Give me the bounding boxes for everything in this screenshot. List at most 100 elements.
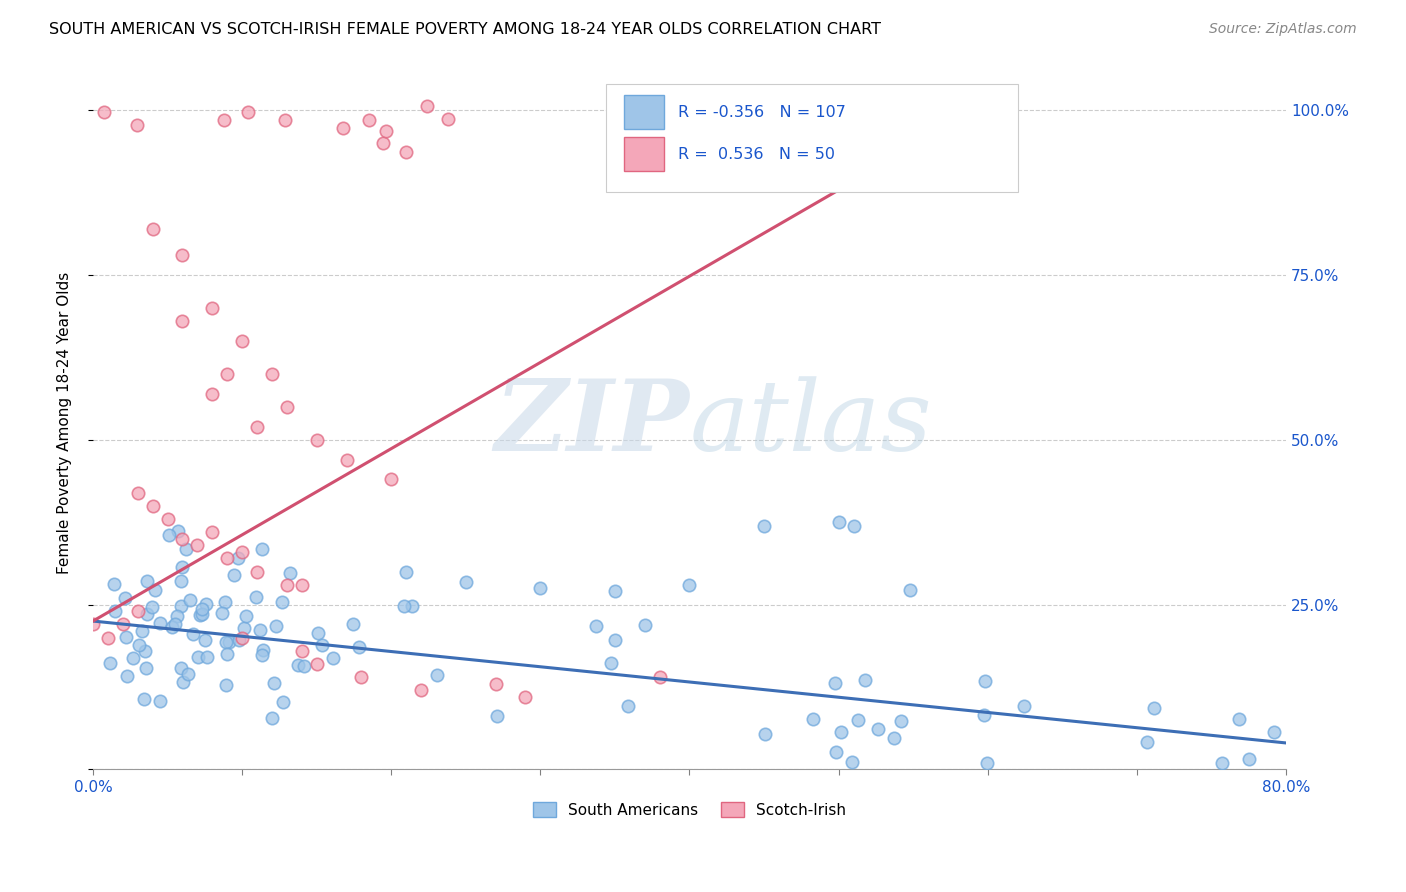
Point <box>103 577 125 591</box>
Point <box>222 568 245 582</box>
Text: R = -0.356   N = 107: R = -0.356 N = 107 <box>678 105 845 120</box>
Text: ZIP: ZIP <box>495 376 689 472</box>
Point <box>177 666 200 681</box>
Point <box>600 657 623 671</box>
Point <box>172 314 194 328</box>
Point <box>187 650 209 665</box>
Point <box>515 690 537 704</box>
Point <box>215 635 238 649</box>
Point <box>278 566 301 580</box>
Point <box>93 105 115 120</box>
Point <box>149 694 172 708</box>
Point <box>212 112 235 127</box>
Point <box>973 673 995 688</box>
Point <box>868 722 890 736</box>
Point <box>104 604 127 618</box>
Point <box>134 644 156 658</box>
Point <box>249 623 271 637</box>
Point <box>181 626 204 640</box>
Point <box>678 578 700 592</box>
Point <box>976 756 998 770</box>
Point <box>260 367 283 381</box>
Point <box>141 599 163 614</box>
Point <box>801 712 824 726</box>
Point <box>232 621 254 635</box>
Point <box>827 515 849 529</box>
Point <box>211 606 233 620</box>
Point <box>305 657 328 671</box>
Point <box>226 550 249 565</box>
Point <box>883 731 905 746</box>
Point <box>191 601 214 615</box>
Point <box>648 670 671 684</box>
Point <box>311 638 333 652</box>
Point <box>634 618 657 632</box>
Point <box>245 590 267 604</box>
FancyBboxPatch shape <box>606 85 1018 192</box>
Point <box>898 582 921 597</box>
Point <box>160 620 183 634</box>
Point <box>217 647 239 661</box>
Point <box>287 658 309 673</box>
Point <box>214 595 236 609</box>
Point <box>167 524 190 538</box>
Point <box>1227 713 1250 727</box>
Point <box>170 660 193 674</box>
Point <box>143 583 166 598</box>
Point <box>271 695 294 709</box>
Point <box>157 528 180 542</box>
Point <box>218 635 240 649</box>
Point <box>305 433 328 447</box>
Point <box>409 683 432 698</box>
Point <box>270 595 292 609</box>
Point <box>841 755 863 769</box>
Point <box>454 574 477 589</box>
Point <box>394 599 416 613</box>
Point <box>754 727 776 741</box>
Point <box>82 617 104 632</box>
Point <box>291 578 314 592</box>
Point <box>605 113 627 128</box>
Point <box>322 651 344 665</box>
Point <box>115 631 138 645</box>
Point <box>156 512 179 526</box>
Point <box>529 581 551 595</box>
Point <box>824 745 846 759</box>
Point <box>174 542 197 557</box>
Point <box>436 112 458 126</box>
Point <box>401 599 423 613</box>
Point <box>127 604 149 618</box>
Point <box>252 643 274 657</box>
Point <box>98 656 121 670</box>
Point <box>676 142 699 156</box>
Point <box>752 518 775 533</box>
Point <box>217 367 239 381</box>
Point <box>169 599 191 614</box>
Point <box>1142 701 1164 715</box>
FancyBboxPatch shape <box>624 137 665 171</box>
Text: Source: ZipAtlas.com: Source: ZipAtlas.com <box>1209 22 1357 37</box>
Point <box>191 607 214 621</box>
Point <box>359 113 381 128</box>
Point <box>342 617 364 632</box>
Point <box>603 584 626 599</box>
Point <box>188 607 211 622</box>
Point <box>824 676 846 690</box>
Legend: South Americans, Scotch-Irish: South Americans, Scotch-Irish <box>527 796 852 824</box>
Point <box>142 222 165 236</box>
Point <box>135 660 157 674</box>
Point <box>846 713 869 727</box>
Point <box>890 714 912 728</box>
Point <box>148 615 170 630</box>
Point <box>179 592 201 607</box>
Point <box>128 638 150 652</box>
Point <box>165 616 187 631</box>
Point <box>426 667 449 681</box>
Point <box>201 525 224 540</box>
Point <box>142 499 165 513</box>
Point <box>605 633 627 648</box>
Text: R =  0.536   N = 50: R = 0.536 N = 50 <box>678 147 835 162</box>
Point <box>486 709 509 723</box>
Point <box>1239 752 1261 766</box>
Point <box>266 619 288 633</box>
